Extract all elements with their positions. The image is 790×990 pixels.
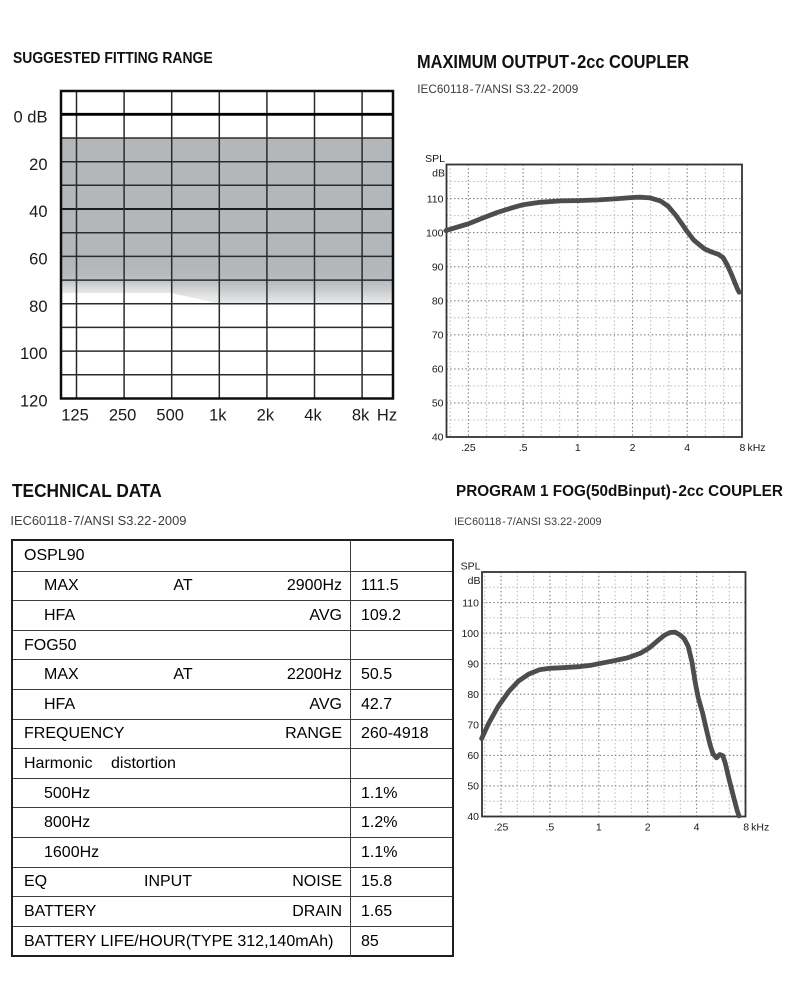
svg-text:125: 125 — [61, 407, 89, 425]
svg-text:80: 80 — [432, 295, 444, 307]
svg-text:500: 500 — [156, 407, 184, 425]
svg-text:50: 50 — [432, 398, 444, 410]
svg-text:SPL: SPL — [461, 560, 481, 572]
svg-text:110: 110 — [427, 193, 444, 205]
svg-text:70: 70 — [432, 330, 444, 342]
svg-text:Hz: Hz — [377, 407, 397, 425]
svg-text:90: 90 — [432, 261, 444, 273]
svg-text:1k: 1k — [209, 407, 227, 425]
svg-text:60: 60 — [467, 750, 479, 762]
svg-text:100: 100 — [461, 628, 479, 640]
svg-text:100: 100 — [20, 345, 48, 363]
svg-text:.25: .25 — [461, 442, 476, 454]
svg-text:8 kHz: 8 kHz — [743, 821, 769, 833]
svg-text:0 dB: 0 dB — [14, 108, 48, 126]
svg-text:100: 100 — [426, 227, 444, 239]
svg-text:2: 2 — [630, 442, 636, 454]
svg-text:.5: .5 — [546, 821, 555, 833]
svg-text:80: 80 — [29, 298, 47, 316]
svg-text:90: 90 — [467, 658, 479, 670]
svg-text:4: 4 — [684, 442, 690, 454]
svg-text:dB: dB — [432, 168, 445, 180]
svg-text:40: 40 — [29, 203, 47, 221]
svg-text:1: 1 — [596, 821, 602, 833]
svg-text:2: 2 — [645, 821, 651, 833]
svg-text:.5: .5 — [519, 442, 528, 454]
svg-text:.25: .25 — [494, 821, 509, 833]
svg-text:80: 80 — [467, 689, 479, 701]
svg-text:dB: dB — [468, 575, 481, 587]
svg-text:SPL: SPL — [425, 153, 445, 165]
svg-text:8k: 8k — [352, 407, 370, 425]
svg-text:20: 20 — [29, 156, 47, 174]
svg-text:4: 4 — [694, 821, 700, 833]
svg-text:250: 250 — [109, 407, 137, 425]
svg-text:8 kHz: 8 kHz — [740, 442, 766, 454]
svg-text:60: 60 — [29, 251, 47, 269]
svg-text:40: 40 — [432, 432, 444, 444]
svg-text:60: 60 — [432, 364, 444, 376]
svg-text:40: 40 — [467, 811, 479, 823]
svg-text:4k: 4k — [304, 407, 322, 425]
svg-text:110: 110 — [462, 597, 479, 609]
svg-text:70: 70 — [467, 720, 479, 732]
svg-text:2k: 2k — [257, 407, 275, 425]
svg-text:50: 50 — [467, 781, 479, 793]
svg-text:120: 120 — [20, 393, 48, 411]
svg-text:1: 1 — [575, 442, 581, 454]
